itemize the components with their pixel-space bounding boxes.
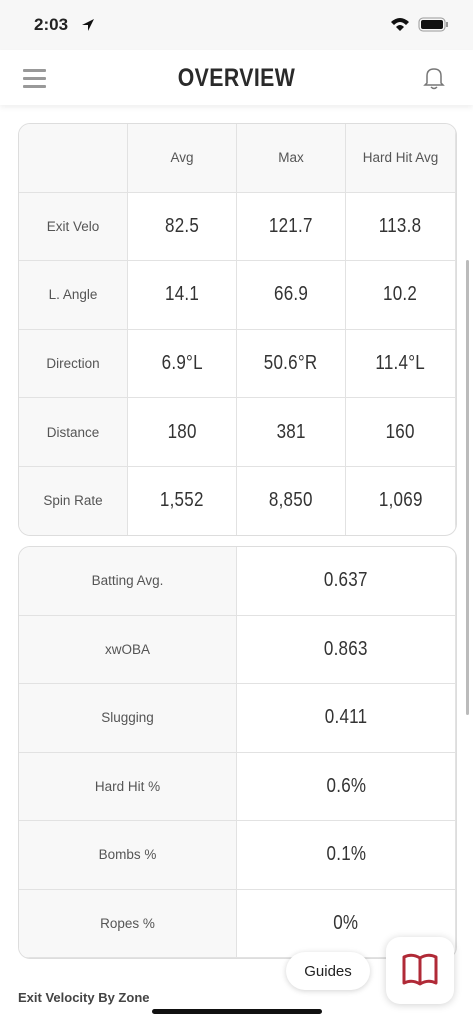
page-title: OVERVIEW xyxy=(177,64,296,92)
metric-value-text: 381 xyxy=(276,420,306,443)
metric-value-text: 14.1 xyxy=(164,283,200,306)
stat-value-text: 0.411 xyxy=(324,706,368,729)
metric-value-text: 160 xyxy=(385,420,416,443)
stat-value: 0.1% xyxy=(237,821,456,890)
section-title: Exit Velocity By Zone xyxy=(18,990,150,1005)
status-bar: 2:03 xyxy=(0,0,473,50)
row-header: Distance xyxy=(19,398,128,467)
stat-value-text: 0.1% xyxy=(326,843,366,866)
metric-value: 10.2 xyxy=(346,261,456,330)
book-icon xyxy=(402,953,438,986)
guides-button[interactable]: Guides xyxy=(286,952,370,990)
metric-value: 1,552 xyxy=(128,467,237,535)
wifi-icon xyxy=(391,18,409,31)
stat-label: Hard Hit % xyxy=(19,752,237,821)
column-header-text: Avg xyxy=(170,150,194,166)
metric-value-text: 1,069 xyxy=(378,489,423,512)
metric-value: 1,069 xyxy=(346,467,456,535)
guide-book-button[interactable] xyxy=(386,937,454,1004)
column-header: Avg xyxy=(128,124,237,193)
metric-value-text: 180 xyxy=(167,420,197,443)
metric-value-text: 11.4°L xyxy=(375,352,426,375)
stat-label: Bombs % xyxy=(19,821,237,890)
column-header: Max xyxy=(237,124,346,193)
metrics-table: Avg Max Hard Hit Avg Exit Velo 82.5 121.7 113.… xyxy=(18,123,457,536)
metric-value-text: 6.9°L xyxy=(161,352,203,375)
notifications-button[interactable] xyxy=(423,66,445,90)
stat-value-text: 0% xyxy=(333,911,359,934)
metric-value-text: 121.7 xyxy=(269,214,313,237)
metric-value-text: 1,552 xyxy=(160,489,204,512)
metric-value: 121.7 xyxy=(237,192,346,262)
scrollbar xyxy=(466,260,469,715)
stat-label-text: Ropes % xyxy=(100,915,155,931)
metric-value: 82.5 xyxy=(128,192,237,262)
stat-label-text: Batting Avg. xyxy=(91,573,164,589)
stat-label-text: Slugging xyxy=(101,710,154,726)
row-header-text: Distance xyxy=(46,424,100,440)
metric-value-text: 8,850 xyxy=(269,489,313,512)
stat-value: 0.637 xyxy=(237,547,456,616)
metric-value: 381 xyxy=(237,398,346,467)
metric-value: 160 xyxy=(346,398,456,467)
stat-label-text: Bombs % xyxy=(98,847,157,863)
corner-cell xyxy=(19,124,128,193)
row-header: Exit Velo xyxy=(19,192,128,262)
stat-label: xwOBA xyxy=(19,615,237,684)
metric-value: 14.1 xyxy=(128,261,237,330)
metric-value-text: 50.6°R xyxy=(264,352,318,375)
metric-value: 113.8 xyxy=(346,192,456,262)
stat-value-text: 0.637 xyxy=(324,569,368,592)
battery-icon xyxy=(418,17,448,32)
row-header: Spin Rate xyxy=(19,467,128,535)
metric-value: 8,850 xyxy=(237,467,346,535)
row-header-text: L. Angle xyxy=(48,287,98,303)
row-header-text: Exit Velo xyxy=(46,218,100,234)
menu-button[interactable] xyxy=(23,69,47,89)
row-header: L. Angle xyxy=(19,261,128,330)
metric-value: 50.6°R xyxy=(237,329,346,399)
clock: 2:03 xyxy=(34,15,69,34)
location-icon xyxy=(82,19,94,31)
stat-label-text: Hard Hit % xyxy=(94,778,161,794)
nav-bar xyxy=(0,50,473,105)
stat-value: 0.6% xyxy=(237,752,456,821)
stat-label: Batting Avg. xyxy=(19,547,237,616)
stat-value-text: 0.6% xyxy=(326,774,366,797)
row-header-text: Direction xyxy=(46,356,100,372)
row-header: Direction xyxy=(19,329,128,399)
stat-label-text: xwOBA xyxy=(104,641,150,657)
stat-value-text: 0.863 xyxy=(324,637,368,660)
column-header: Hard Hit Avg xyxy=(346,124,456,193)
home-indicator xyxy=(152,1009,322,1014)
column-header-text: Max xyxy=(278,150,304,166)
metric-value: 6.9°L xyxy=(128,329,237,399)
metric-value: 180 xyxy=(128,398,237,467)
metric-value-text: 10.2 xyxy=(383,283,418,306)
stat-label: Slugging xyxy=(19,684,237,753)
stat-label: Ropes % xyxy=(19,889,237,958)
metric-value-text: 66.9 xyxy=(273,283,309,306)
stat-value: 0.411 xyxy=(237,684,456,753)
stat-value: 0.863 xyxy=(237,615,456,684)
metric-value-text: 113.8 xyxy=(379,214,422,237)
stats-table: Batting Avg. 0.637 xwOBA 0.863 Slugging 0.411… xyxy=(18,546,457,959)
metric-value-text: 82.5 xyxy=(164,214,200,237)
metric-value: 66.9 xyxy=(237,261,346,330)
row-header-text: Spin Rate xyxy=(43,493,103,509)
metric-value: 11.4°L xyxy=(346,329,456,399)
column-header-text: Hard Hit Avg xyxy=(362,150,439,166)
